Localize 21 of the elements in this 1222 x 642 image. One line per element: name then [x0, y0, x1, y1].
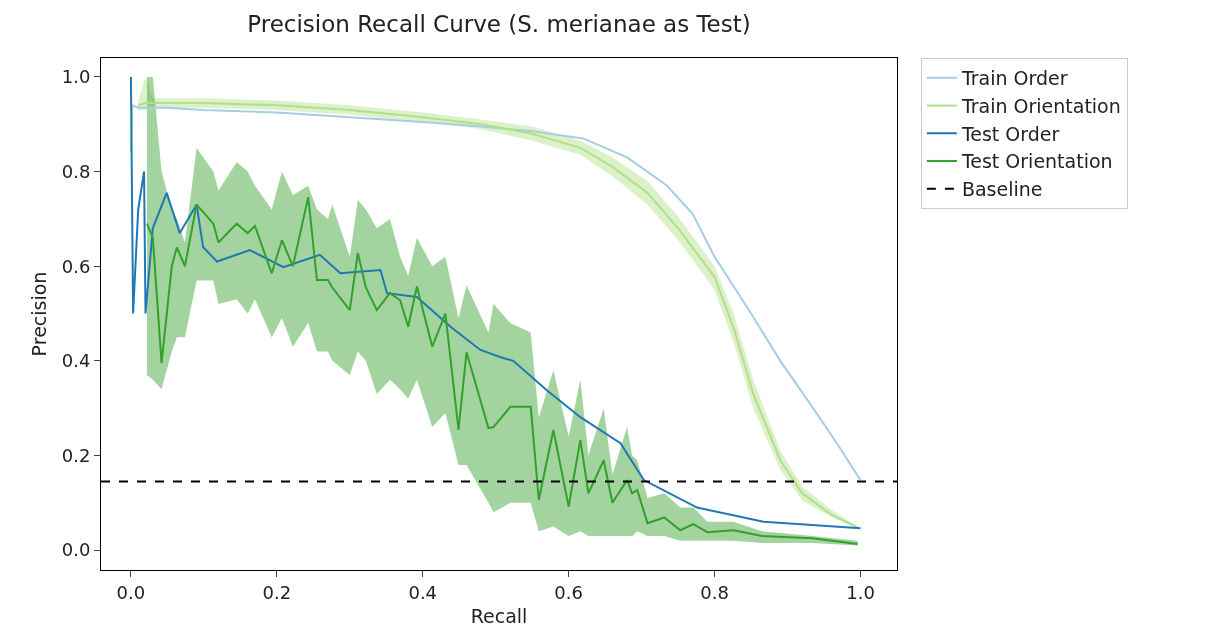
line-series	[145, 196, 859, 545]
x-tick-label: 0.2	[262, 581, 292, 603]
y-tick-label: 0.8	[61, 160, 91, 182]
legend-label: Train Order	[960, 67, 1068, 90]
x-tick-label: 0.6	[554, 581, 583, 603]
x-tick-label: 0.4	[408, 581, 438, 603]
y-tick-label: 0.0	[61, 539, 91, 561]
legend-label: Baseline	[961, 178, 1043, 201]
legend-label: Test Orientation	[960, 150, 1113, 173]
y-tick-label: 1.0	[61, 66, 91, 88]
legend-label: Test Order	[960, 122, 1060, 145]
y-axis-title: Precision	[27, 271, 50, 357]
x-tick-label: 0.8	[700, 581, 729, 603]
x-tick-label: 1.0	[846, 581, 875, 603]
x-tick-label: 0.0	[116, 581, 146, 603]
y-tick-label: 0.6	[61, 255, 91, 277]
chart-title: Precision Recall Curve (S. merianae as Test)	[247, 11, 751, 38]
x-axis-title: Recall	[470, 605, 528, 628]
y-tick-label: 0.4	[61, 350, 91, 372]
y-tick-label: 0.2	[61, 444, 91, 466]
legend-label: Train Orientation	[960, 94, 1121, 117]
